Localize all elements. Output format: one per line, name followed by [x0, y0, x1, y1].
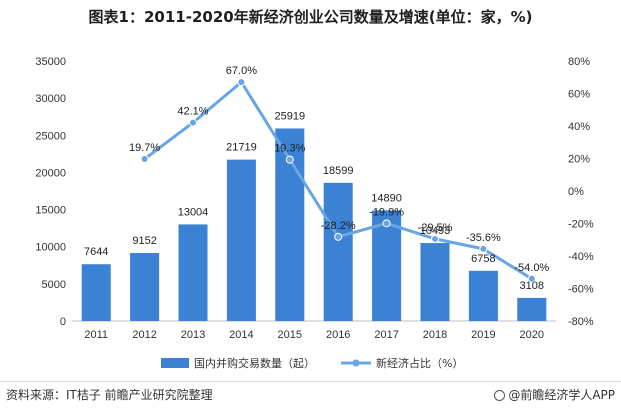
bar — [81, 264, 111, 321]
bar — [226, 159, 256, 321]
bar-data-label: 10493 — [420, 225, 451, 237]
line-data-label: -54.0% — [514, 262, 549, 274]
x-tick-label: 2014 — [229, 329, 253, 341]
bar-data-label: 13004 — [178, 206, 209, 218]
line-point — [285, 155, 294, 164]
line-point — [140, 154, 149, 163]
line-data-label: 19.3% — [274, 143, 305, 155]
y-right-tick-label: -80% — [568, 316, 594, 328]
y-right-tick-label: -60% — [568, 284, 594, 296]
bar-data-label: 25919 — [275, 110, 306, 122]
line-point — [189, 118, 197, 127]
line-point — [479, 244, 488, 253]
brand-text: @前瞻经济学人APP — [508, 388, 615, 402]
y-left-tick-label: 30000 — [35, 93, 66, 105]
bar-data-label: 14890 — [371, 192, 402, 204]
bar-data-label: 3108 — [520, 280, 544, 292]
bar-data-label: 21719 — [226, 142, 257, 154]
y-left-tick-label: 10000 — [35, 242, 66, 254]
line-data-label: -35.6% — [466, 232, 501, 244]
x-tick-label: 2015 — [278, 329, 302, 341]
line-data-label: 67.0% — [226, 65, 257, 77]
bar-data-label: 6758 — [471, 253, 495, 265]
y-right-tick-label: 40% — [568, 121, 590, 133]
y-right-tick-label: 0% — [568, 186, 584, 198]
bar — [420, 243, 450, 321]
bar — [468, 270, 498, 321]
line-point — [237, 78, 246, 87]
y-right-tick-label: 60% — [568, 89, 590, 101]
y-right-tick-label: 20% — [568, 154, 590, 166]
y-right-tick-label: -40% — [568, 251, 594, 263]
line-data-label: 42.1% — [177, 106, 208, 118]
bar-data-label: 9152 — [132, 235, 156, 247]
line-data-label: -19.9% — [369, 206, 404, 218]
bar — [130, 253, 160, 321]
legend-bar-label: 国内并购交易数量（起） — [194, 356, 315, 370]
x-tick-label: 2020 — [520, 329, 544, 341]
line-point — [431, 234, 439, 243]
brand-logo-icon — [494, 390, 506, 401]
line-point — [382, 219, 391, 228]
y-left-tick-label: 20000 — [35, 167, 66, 179]
y-left-tick-label: 0 — [60, 316, 66, 328]
line-point — [334, 232, 343, 241]
bar — [323, 182, 353, 321]
line-data-label: 19.7% — [129, 142, 160, 154]
line-data-label: -28.2% — [321, 220, 356, 232]
y-left-tick-label: 15000 — [35, 205, 66, 217]
legend-bar-swatch — [161, 358, 189, 368]
y-right-tick-label: -20% — [568, 219, 594, 231]
bar-data-label: 7644 — [84, 246, 108, 258]
legend-line-label: 新经济占比（%） — [376, 356, 463, 370]
bar — [178, 224, 208, 321]
bar-data-label: 18599 — [323, 165, 354, 177]
x-tick-label: 2017 — [374, 329, 398, 341]
x-tick-label: 2019 — [471, 329, 495, 341]
y-left-tick-label: 25000 — [35, 130, 66, 142]
line-data-label: -29.5% — [418, 222, 453, 234]
y-right-tick-label: 80% — [568, 56, 590, 68]
chart-title: 图表1：2011-2020年新经济创业公司数量及增速(单位：家，%) — [88, 8, 533, 26]
x-tick-label: 2016 — [326, 329, 350, 341]
x-tick-label: 2011 — [84, 329, 108, 341]
footer-divider — [0, 381, 621, 382]
brand-label: @前瞻经济学人APP — [494, 386, 615, 403]
x-tick-label: 2013 — [181, 329, 205, 341]
legend-line-marker — [352, 359, 360, 367]
line-point — [527, 274, 536, 283]
bar — [372, 210, 402, 321]
x-tick-label: 2012 — [132, 329, 156, 341]
x-tick-label: 2018 — [423, 329, 447, 341]
y-left-tick-label: 35000 — [35, 56, 66, 68]
bar — [517, 297, 547, 321]
y-left-tick-label: 5000 — [42, 279, 66, 291]
source-note: 资料来源：IT桔子 前瞻产业研究院整理 — [6, 388, 213, 402]
